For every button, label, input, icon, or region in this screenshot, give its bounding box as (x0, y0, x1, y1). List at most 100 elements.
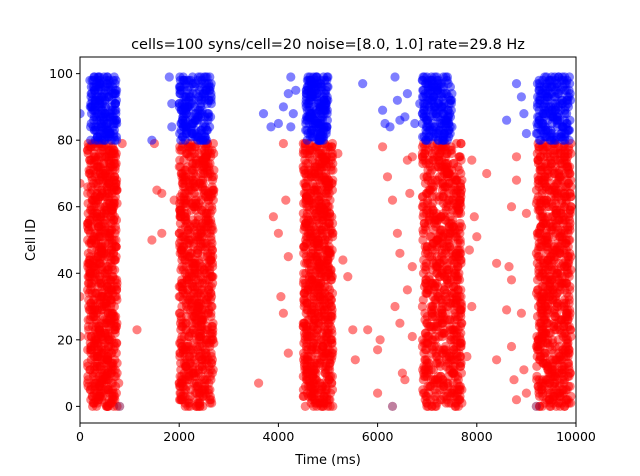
spike-point (407, 152, 417, 162)
spike-point (506, 202, 517, 212)
spike-point (502, 305, 512, 315)
spike-point (504, 262, 514, 272)
spike-point (511, 79, 522, 89)
spike-point (358, 79, 368, 89)
spike-point (350, 355, 360, 365)
spike-point (492, 258, 502, 268)
spike-point (457, 385, 467, 395)
spike-point (291, 85, 301, 95)
spike-point (363, 325, 373, 335)
spike-point (322, 72, 332, 82)
x-tick-label: 4000 (262, 429, 294, 444)
y-tick-label: 60 (57, 199, 73, 214)
spike-point (550, 72, 560, 82)
spike-point (378, 142, 388, 152)
spike-point (516, 92, 527, 102)
spike-point (283, 348, 293, 358)
spike-point (268, 212, 278, 222)
spike-point (147, 235, 157, 245)
spike-point (281, 195, 291, 205)
spike-point (532, 371, 542, 381)
spike-point (278, 102, 288, 112)
spike-points (80, 72, 576, 411)
spike-point (392, 228, 402, 238)
spike-point (207, 182, 217, 192)
spike-point (564, 72, 575, 82)
spike-point (167, 99, 177, 109)
spike-point (338, 255, 348, 265)
spike-point (415, 99, 425, 109)
spike-point (432, 72, 442, 82)
x-tick-label: 8000 (461, 429, 493, 444)
spike-point (521, 388, 532, 398)
spike-point (175, 72, 185, 82)
spike-point (278, 308, 288, 318)
spike-point (440, 341, 451, 352)
spike-point (283, 252, 293, 262)
spike-point (462, 351, 472, 362)
spike-point (348, 325, 358, 335)
y-axis-label: Cell ID (24, 219, 39, 261)
spike-point (405, 188, 415, 198)
y-tick-label: 100 (49, 66, 73, 81)
spike-point (95, 72, 105, 82)
spike-point (540, 72, 550, 82)
x-tick-label: 0 (76, 429, 84, 444)
spike-point (516, 308, 527, 318)
spike-point (254, 378, 264, 388)
spike-point (511, 395, 522, 405)
spike-point (482, 168, 492, 179)
spike-point (327, 138, 338, 149)
spike-point (469, 212, 479, 222)
spike-point (390, 301, 400, 312)
spike-point (278, 138, 288, 149)
chart-title: cells=100 syns/cell=20 noise=[8.0, 1.0] … (131, 37, 525, 53)
spike-point (464, 245, 474, 255)
x-tick-label: 2000 (163, 429, 195, 444)
spike-point (199, 72, 209, 82)
spike-point (373, 345, 383, 355)
spike-point (519, 109, 529, 119)
spike-point (288, 109, 298, 119)
spike-point (402, 285, 412, 295)
spike-point (286, 122, 296, 132)
spike-point (167, 122, 177, 132)
spike-point (492, 355, 502, 365)
spike-point (308, 72, 318, 82)
spike-point (114, 378, 124, 388)
spike-point (103, 72, 113, 82)
x-tick-label: 10000 (556, 429, 596, 444)
spike-point (456, 138, 466, 149)
spike-point (531, 401, 541, 411)
spike-point (395, 318, 405, 328)
spike-point (333, 148, 343, 159)
spike-point (258, 109, 269, 119)
spike-point (378, 105, 388, 115)
spike-point (385, 122, 395, 132)
spike-point (410, 118, 420, 129)
y-tick-label: 40 (57, 266, 73, 281)
spike-point (400, 112, 410, 122)
spike-point (407, 331, 417, 342)
x-tick-label: 6000 (362, 429, 394, 444)
spike-point (521, 128, 532, 139)
spike-point (375, 335, 385, 345)
spike-point (467, 301, 477, 312)
spike-point (433, 371, 443, 381)
spike-point (506, 341, 517, 352)
spike-point (392, 95, 402, 105)
spike-point (511, 175, 522, 185)
spike-point (132, 325, 142, 335)
spike-point (519, 365, 529, 375)
spike-point (502, 115, 512, 125)
spike-point (157, 188, 167, 198)
spike-point (509, 375, 519, 385)
x-axis-label: Time (ms) (294, 453, 361, 468)
spike-point (208, 138, 218, 149)
spike-point (147, 135, 157, 145)
spike-point (105, 308, 115, 318)
x-axis: 0 2000 4000 6000 8000 10000 (76, 423, 596, 444)
spike-point (169, 195, 179, 205)
spike-point (506, 275, 517, 285)
